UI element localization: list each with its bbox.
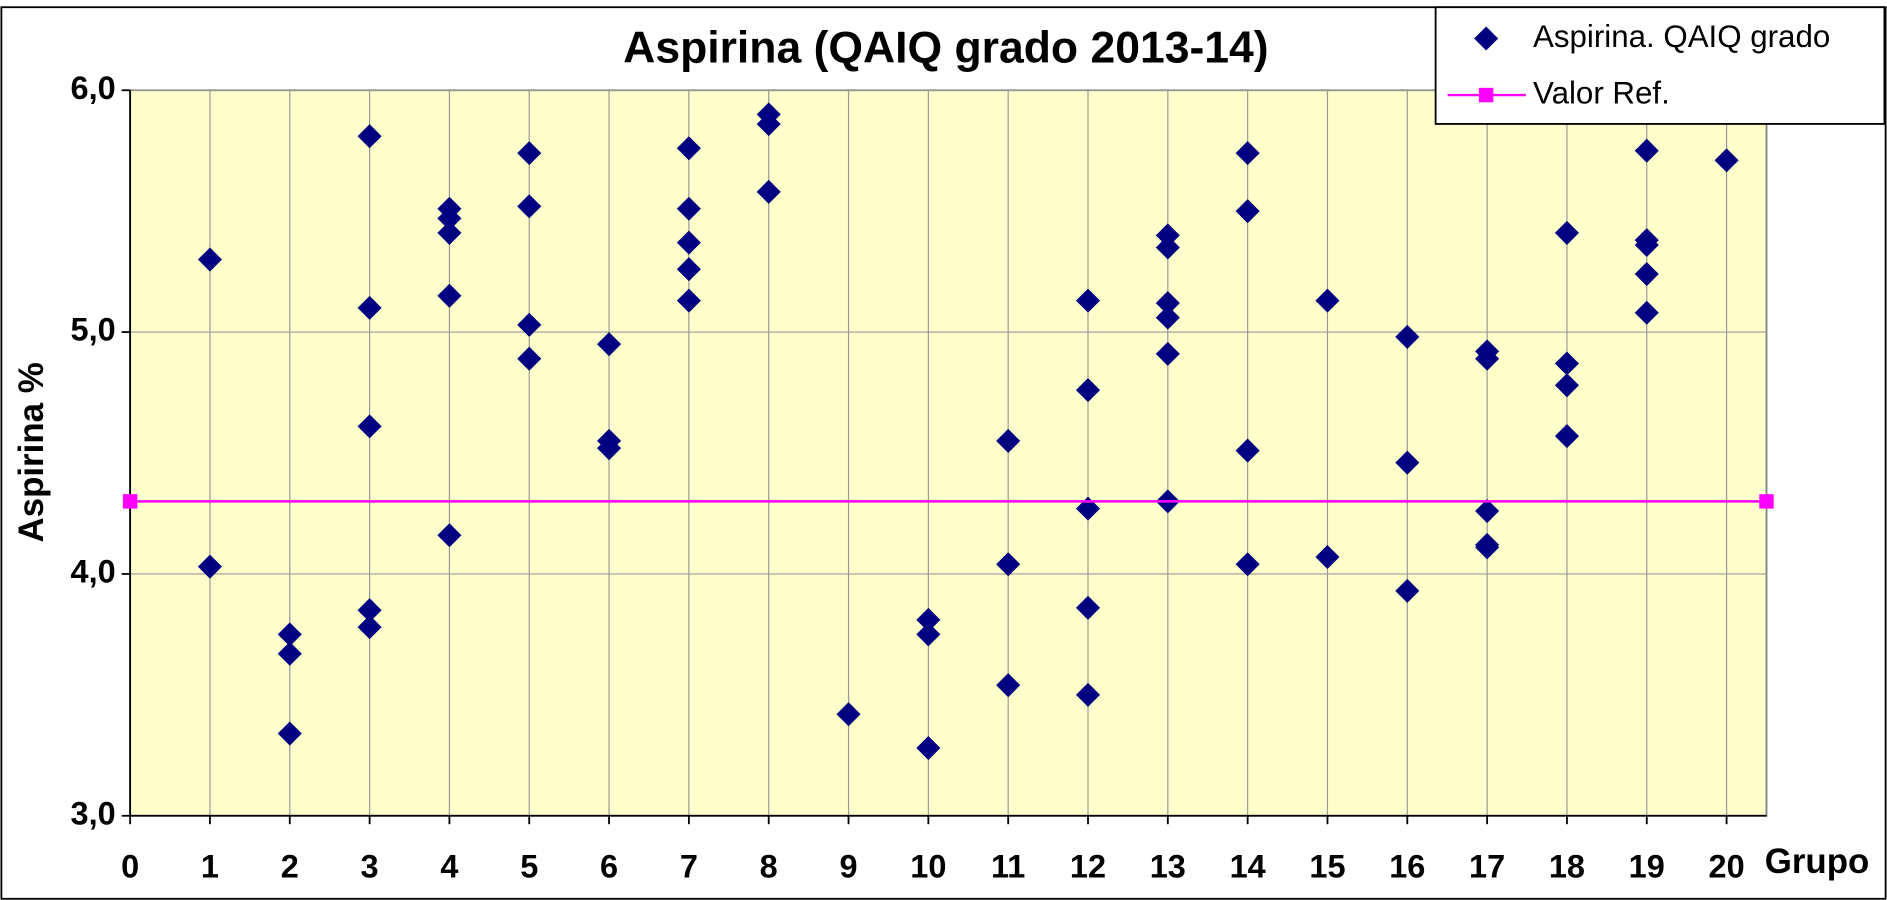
point (1075, 682, 1101, 707)
point (437, 283, 462, 308)
point (1395, 324, 1420, 349)
point (756, 112, 781, 137)
x-tick-label: 3 (361, 848, 379, 884)
point (756, 179, 781, 204)
x-tick-label: 12 (1070, 848, 1106, 884)
x-tick-label: 0 (121, 848, 139, 884)
point (1315, 544, 1340, 570)
point (1075, 496, 1101, 521)
point (597, 332, 622, 357)
point (1155, 305, 1180, 330)
legend-marker (1474, 26, 1499, 51)
point (517, 346, 542, 371)
x-tick-label: 18 (1549, 848, 1585, 884)
point (122, 494, 138, 509)
point (1475, 499, 1500, 524)
y-tick-label: 5,0 (71, 312, 116, 348)
x-tick-label: 4 (440, 848, 458, 884)
x-tick-label: 11 (991, 848, 1025, 884)
point (996, 428, 1021, 453)
point (1155, 291, 1180, 316)
point (676, 288, 701, 313)
legend-box (1434, 6, 1886, 125)
point (676, 136, 701, 161)
x-tick-label: 17 (1469, 848, 1505, 884)
point (1395, 450, 1420, 475)
point (916, 736, 941, 761)
x-tick-label: 14 (1230, 848, 1266, 884)
x-tick-label: 10 (910, 848, 946, 884)
point (357, 414, 382, 439)
point (197, 554, 222, 579)
point (197, 247, 222, 272)
point (1554, 373, 1579, 398)
x-tick-label: 9 (840, 848, 858, 884)
point (517, 194, 542, 219)
point (1075, 595, 1101, 620)
x-tick-label: 8 (760, 848, 778, 884)
point (916, 622, 941, 647)
x-tick-label: 20 (1709, 848, 1745, 884)
x-tick-label: 19 (1629, 848, 1665, 884)
legend-label: Aspirina. QAIQ grado (1533, 19, 1830, 54)
x-tick-label: 6 (600, 848, 618, 884)
y-tick-label: 6,0 (71, 70, 116, 106)
x-tick-label: 1 (201, 848, 219, 884)
point (996, 552, 1021, 577)
point (1395, 578, 1420, 603)
point (1554, 424, 1579, 449)
point (357, 598, 382, 623)
legend: Aspirina. QAIQ grado Valor Ref. (1434, 6, 1886, 125)
point (1155, 341, 1180, 366)
point (1759, 494, 1774, 509)
point (836, 702, 861, 727)
point (1554, 351, 1579, 376)
x-tick-label: 15 (1309, 848, 1345, 884)
point (517, 312, 542, 337)
point (676, 257, 701, 282)
x-tick-label: 5 (520, 848, 538, 884)
x-axis-label: Grupo (1765, 842, 1870, 881)
point (437, 523, 462, 548)
x-tick-label: 13 (1150, 848, 1186, 884)
point (996, 673, 1021, 698)
point (1475, 535, 1500, 560)
point (1075, 288, 1101, 313)
legend-label: Valor Ref. (1533, 75, 1670, 110)
point (437, 206, 462, 231)
x-tick-label: 16 (1389, 848, 1425, 884)
y-axis-label: Aspirina % (12, 362, 51, 542)
point (916, 607, 941, 632)
point (1155, 223, 1180, 248)
x-tick-label: 2 (281, 848, 299, 884)
plot-area (129, 89, 1768, 817)
point (676, 230, 701, 255)
x-tick-label: 7 (680, 848, 698, 884)
point (597, 436, 622, 461)
point (1315, 288, 1340, 313)
legend-marker (1478, 87, 1494, 103)
y-tick-label: 3,0 (71, 795, 116, 831)
chart-title: Aspirina (QAIQ grado 2013-14) (623, 23, 1268, 72)
point (1075, 378, 1101, 403)
y-tick-label: 4,0 (71, 554, 116, 590)
point (1475, 346, 1500, 371)
point (357, 615, 382, 640)
point (1155, 235, 1180, 260)
